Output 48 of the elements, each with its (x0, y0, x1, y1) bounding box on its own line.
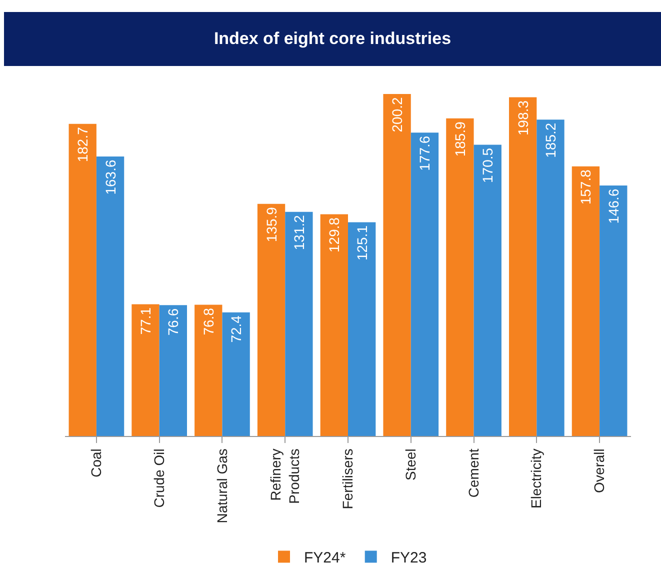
x-tick-label: Refinery Products (268, 448, 302, 504)
bar (348, 222, 376, 436)
bar (600, 186, 628, 436)
data-label: 185.9 (452, 121, 468, 157)
x-tick-label: Steel (402, 448, 418, 481)
bar (446, 118, 474, 436)
bar (410, 132, 439, 436)
data-label: 76.6 (165, 308, 182, 336)
bar (96, 156, 124, 436)
data-label: 177.6 (416, 136, 433, 171)
data-label: 198.3 (514, 100, 531, 136)
x-tick-label: Overall (591, 448, 608, 493)
x-tick-label: Crude Oil (150, 448, 167, 508)
legend-label: FY23 (390, 550, 427, 567)
bar (320, 214, 348, 436)
bar (194, 304, 222, 436)
chart-title: Index of eight core industries (4, 12, 661, 66)
bar (536, 120, 564, 436)
bar (68, 124, 96, 436)
bar (572, 166, 600, 436)
data-label: 131.2 (290, 214, 307, 250)
bar (257, 204, 286, 436)
data-label: 163.6 (102, 160, 118, 195)
bar (509, 97, 537, 436)
legend-label: FY24* (304, 550, 346, 567)
data-label: 135.9 (263, 206, 280, 242)
data-label: 170.5 (480, 148, 496, 183)
bar (383, 94, 411, 436)
x-tick-label: Cement (465, 448, 482, 498)
data-label: 76.8 (200, 308, 216, 336)
bar (132, 304, 160, 436)
x-tick-label: Coal (88, 448, 104, 478)
data-label: 72.4 (228, 315, 244, 343)
x-tick-label: Natural Gas (214, 448, 230, 524)
data-label: 182.7 (74, 126, 91, 162)
bar (474, 144, 502, 436)
data-label: 129.8 (326, 217, 342, 253)
x-tick-label: Fertilisers (340, 448, 356, 510)
bar (159, 305, 187, 436)
bar (285, 212, 313, 436)
bar (222, 312, 250, 436)
x-tick-label: Electricity (528, 448, 544, 509)
data-label: 185.2 (542, 122, 559, 158)
data-label: 125.1 (354, 225, 370, 261)
data-label: 77.1 (137, 307, 154, 335)
data-label: 146.6 (605, 188, 622, 224)
data-label: 157.8 (578, 169, 594, 205)
data-label: 200.2 (389, 97, 406, 132)
